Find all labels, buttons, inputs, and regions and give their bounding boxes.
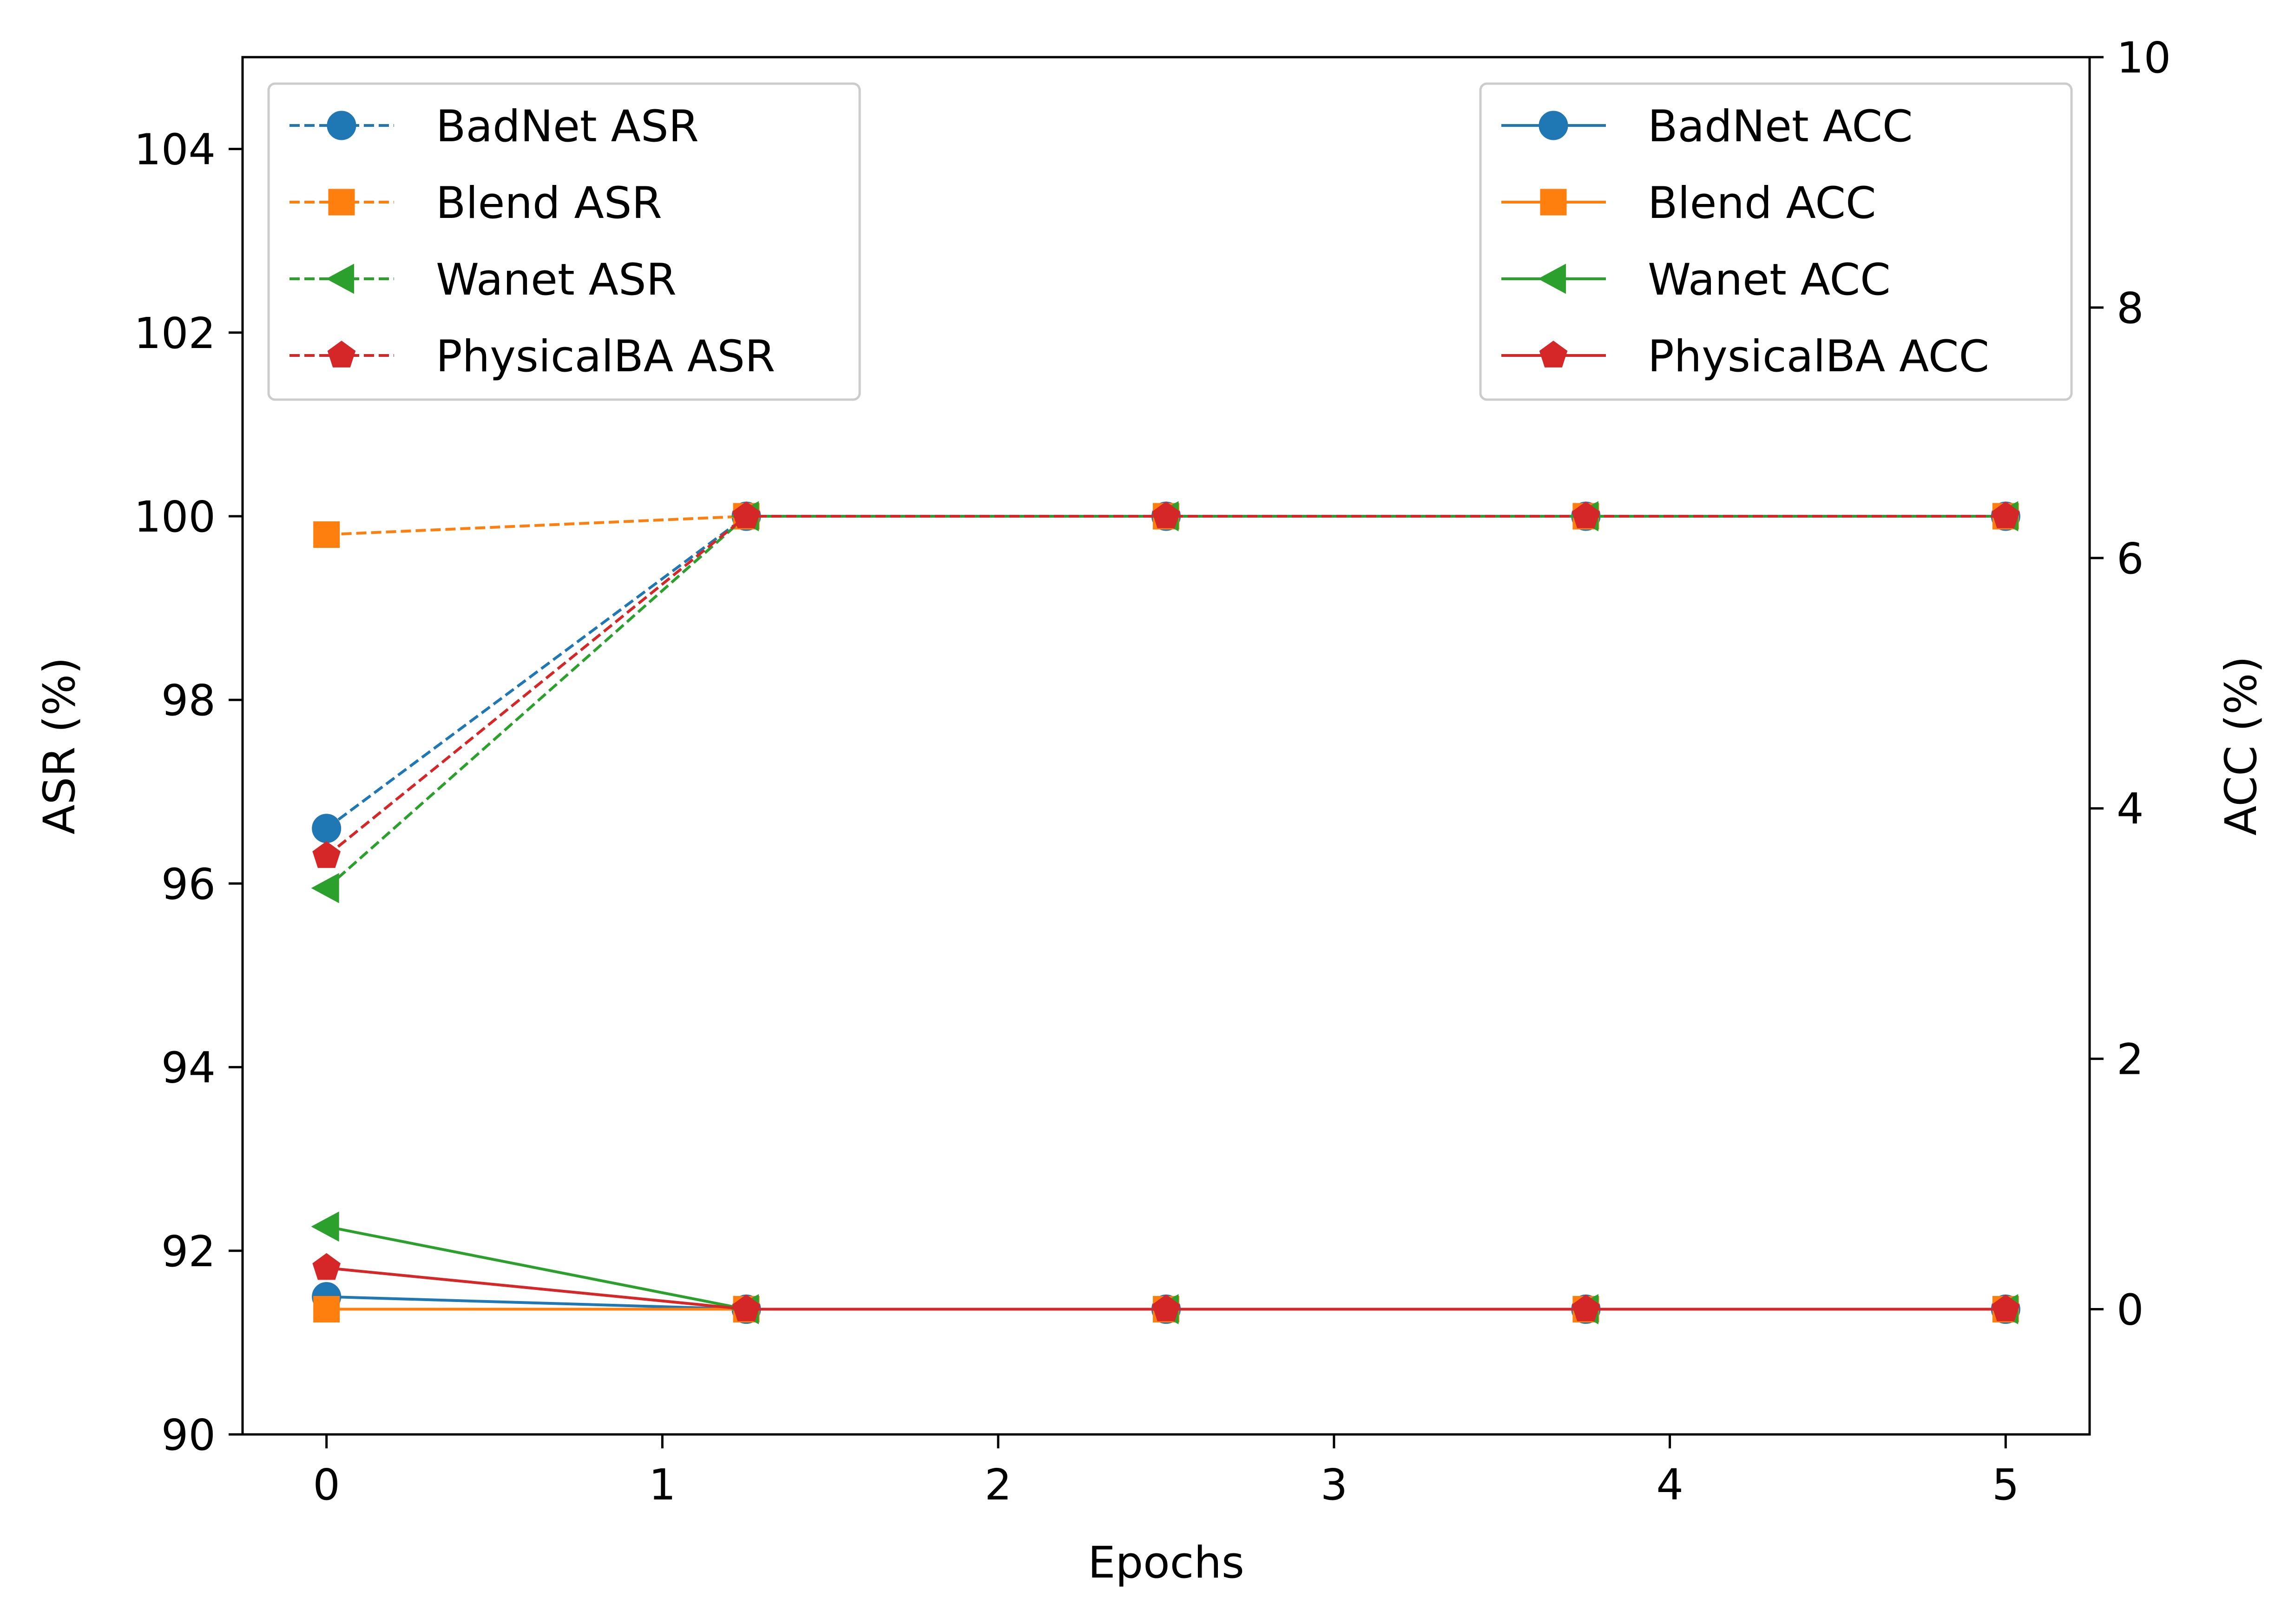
legend-box [1479, 82, 2073, 401]
y-left-tick-label: 102 [134, 309, 216, 358]
data-point-physicalba-asr [1992, 501, 2020, 528]
y-left-axis-title: ASR (%) [34, 657, 85, 835]
legend-top-right: BadNet ACC Blend ACC Wanet ACC PhysicalBA A… [1479, 82, 2073, 401]
legend-marker [1538, 263, 1566, 294]
y-right-tick-label: 6 [2117, 534, 2144, 584]
series-physicalba-acc [312, 1253, 2020, 1322]
legend-item-badnet-acc: BadNet ACC [1501, 101, 1913, 152]
legend-item-blend-acc: Blend ACC [1501, 178, 1876, 229]
legend-marker [328, 189, 355, 216]
data-point-wanet-acc [311, 1211, 339, 1242]
legend-layer: BadNet ASR Blend ASR Wanet ASR PhysicalBA A… [267, 82, 2073, 401]
x-axis-title: Epochs [1088, 1538, 1244, 1588]
y-left-tick-label: 100 [134, 492, 216, 542]
legend-label: BadNet ASR [436, 101, 699, 152]
data-point-blend-asr [313, 521, 340, 548]
legend-top-left: BadNet ASR Blend ASR Wanet ASR PhysicalBA A… [267, 82, 861, 401]
legend-label: PhysicalBA ASR [436, 331, 775, 382]
legend-marker [1540, 189, 1567, 216]
x-tick-label: 3 [1321, 1460, 1348, 1510]
y-right-axis-title: ACC (%) [2216, 656, 2267, 835]
data-point-physicalba-acc [732, 1294, 761, 1322]
legend-box [267, 82, 861, 401]
x-tick-label: 4 [1656, 1460, 1683, 1510]
legend-item-wanet-acc: Wanet ACC [1501, 255, 1891, 305]
data-point-physicalba-acc [1152, 1294, 1180, 1322]
data-point-blend-acc [313, 1296, 340, 1323]
y-left-tick-label: 92 [161, 1227, 216, 1276]
legend-label: Wanet ASR [436, 255, 677, 305]
y-left-tick-label: 98 [161, 676, 216, 725]
y-left-tick-label: 94 [161, 1043, 216, 1093]
y-right-tick-label: 4 [2117, 784, 2144, 834]
y-left-tick-label: 90 [161, 1410, 216, 1460]
axes-layer: 0 1 2 3 4 5 90 92 94 96 98 100 102 104 0 2 4 6 8 10 [134, 33, 2171, 1510]
y-right-tick-label: 2 [2117, 1035, 2144, 1085]
data-point-physicalba-acc [1992, 1294, 2020, 1322]
x-tick-label: 1 [649, 1460, 676, 1510]
x-tick-label: 2 [985, 1460, 1012, 1510]
legend-label: Blend ASR [436, 178, 662, 229]
series-physicalba-asr [312, 501, 2020, 868]
data-point-physicalba-asr [1572, 501, 1600, 528]
y-right-tick-label: 10 [2117, 33, 2171, 83]
legend-item-blend-asr: Blend ASR [289, 178, 662, 229]
y-left-tick-label: 96 [161, 859, 216, 909]
data-point-physicalba-acc [312, 1253, 341, 1280]
data-point-badnet-asr [312, 814, 342, 843]
data-point-physicalba-asr [1152, 501, 1180, 528]
data-point-wanet-asr [311, 873, 339, 903]
series-layer [311, 501, 2020, 1325]
data-point-physicalba-asr [732, 501, 761, 528]
legend-marker [327, 341, 356, 368]
legend-marker [1539, 111, 1568, 140]
x-tick-label: 0 [313, 1460, 340, 1510]
y-left-tick-label: 104 [134, 125, 216, 175]
data-point-physicalba-asr [312, 841, 341, 868]
legend-item-physicalba-acc: PhysicalBA ACC [1501, 331, 1989, 382]
legend-marker [326, 263, 354, 294]
plot-frame [241, 56, 2091, 1436]
data-point-physicalba-acc [1572, 1294, 1600, 1322]
legend-item-wanet-asr: Wanet ASR [289, 255, 677, 305]
legend-label: PhysicalBA ACC [1648, 331, 1989, 382]
legend-item-physicalba-asr: PhysicalBA ASR [289, 331, 775, 382]
legend-marker [1539, 341, 1568, 368]
legend-label: Blend ACC [1648, 178, 1876, 229]
legend-marker [327, 111, 356, 140]
legend-item-badnet-asr: BadNet ASR [289, 101, 699, 152]
legend-label: Wanet ACC [1648, 255, 1891, 305]
y-right-tick-label: 0 [2117, 1285, 2144, 1335]
legend-label: BadNet ACC [1648, 101, 1913, 152]
x-tick-label: 5 [1992, 1460, 2019, 1510]
y-right-tick-label: 8 [2117, 283, 2144, 333]
